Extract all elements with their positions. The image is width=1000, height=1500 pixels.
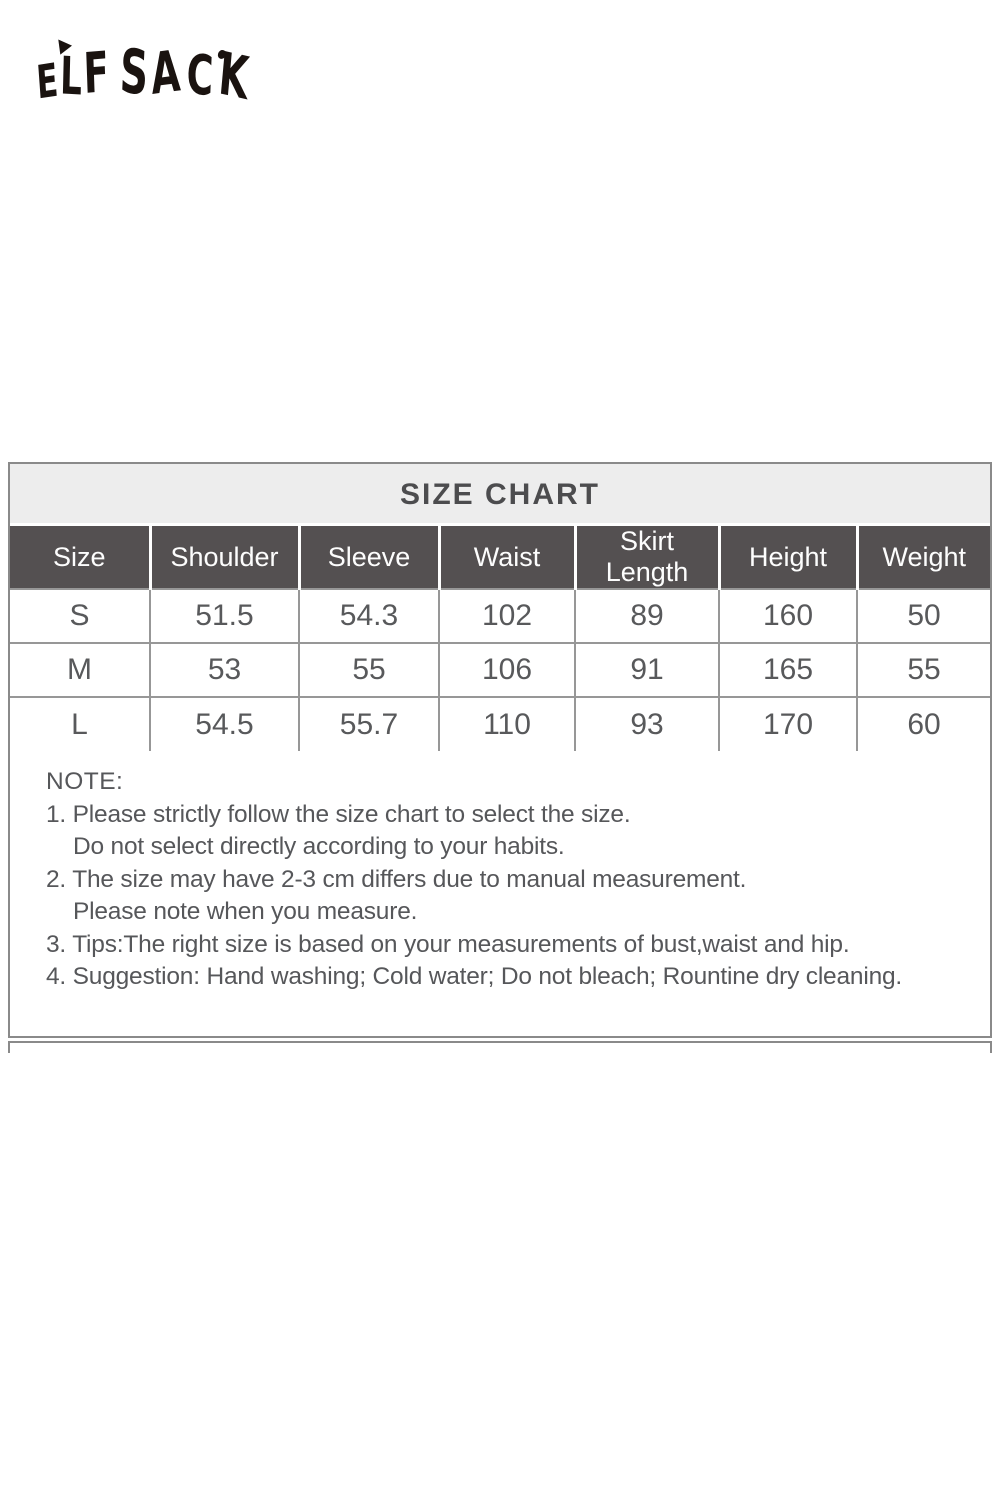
table-row-s: S 51.5 54.3 102 89 160 50	[10, 588, 990, 644]
table-cell: 89	[574, 588, 720, 644]
table-cell: 60	[856, 696, 990, 751]
table-row-l: L 54.5 55.7 110 93 170 60	[10, 696, 990, 751]
table-cell: 93	[574, 696, 720, 751]
table-cell: 160	[718, 588, 858, 644]
column-header-waist: Waist	[439, 526, 577, 589]
table-cell: 110	[438, 696, 576, 751]
table-cell: 54.3	[298, 588, 440, 644]
column-header-height: Height	[719, 526, 859, 589]
table-cell: 170	[718, 696, 858, 751]
table-cell: 54.5	[149, 696, 300, 751]
table-cell: 50	[856, 588, 990, 644]
note-line: 4. Suggestion: Hand washing; Cold water;…	[46, 963, 903, 990]
size-cell: L	[10, 696, 151, 751]
note-line: Please note when you measure.	[73, 898, 418, 925]
column-header-skirt-length: Skirt Length	[575, 526, 721, 589]
column-header-shoulder: Shoulder	[150, 526, 301, 589]
table-cell: 106	[438, 642, 576, 698]
table-cell: 51.5	[149, 588, 300, 644]
table-cell: 102	[438, 588, 576, 644]
note-line: 3. Tips:The right size is based on your …	[46, 930, 850, 958]
table-cell: 55	[298, 642, 440, 698]
size-cell: M	[10, 642, 151, 698]
cutoff-section-strip	[8, 1041, 992, 1053]
table-header-row: Size Shoulder Sleeve Waist Skirt Length …	[10, 526, 990, 589]
notes-section: NOTE: 1. Please strictly follow the size…	[10, 751, 990, 1036]
note-line: 2. The size may have 2-3 cm differs due …	[46, 865, 747, 893]
column-header-weight: Weight	[857, 526, 990, 589]
size-chart-panel: SIZE CHART Size Shoulder Sleeve Waist Sk…	[8, 462, 992, 1038]
table-cell: 55.7	[298, 696, 440, 751]
table-cell: 53	[149, 642, 300, 698]
note-line: Do not select directly according to your…	[73, 833, 565, 860]
size-chart-title: SIZE CHART	[10, 464, 990, 526]
note-line: 1. Please strictly follow the size chart…	[46, 800, 631, 828]
table-cell: 55	[856, 642, 990, 698]
column-header-sleeve: Sleeve	[299, 526, 441, 589]
table-cell: 91	[574, 642, 720, 698]
column-header-size: Size	[10, 526, 152, 589]
size-cell: S	[10, 588, 151, 644]
table-row-m: M 53 55 106 91 165 55	[10, 642, 990, 698]
size-chart-table: Size Shoulder Sleeve Waist Skirt Length …	[10, 526, 990, 751]
table-cell: 165	[718, 642, 858, 698]
brand-logo: ELF SACK	[34, 35, 252, 114]
note-heading: NOTE:	[46, 768, 124, 795]
